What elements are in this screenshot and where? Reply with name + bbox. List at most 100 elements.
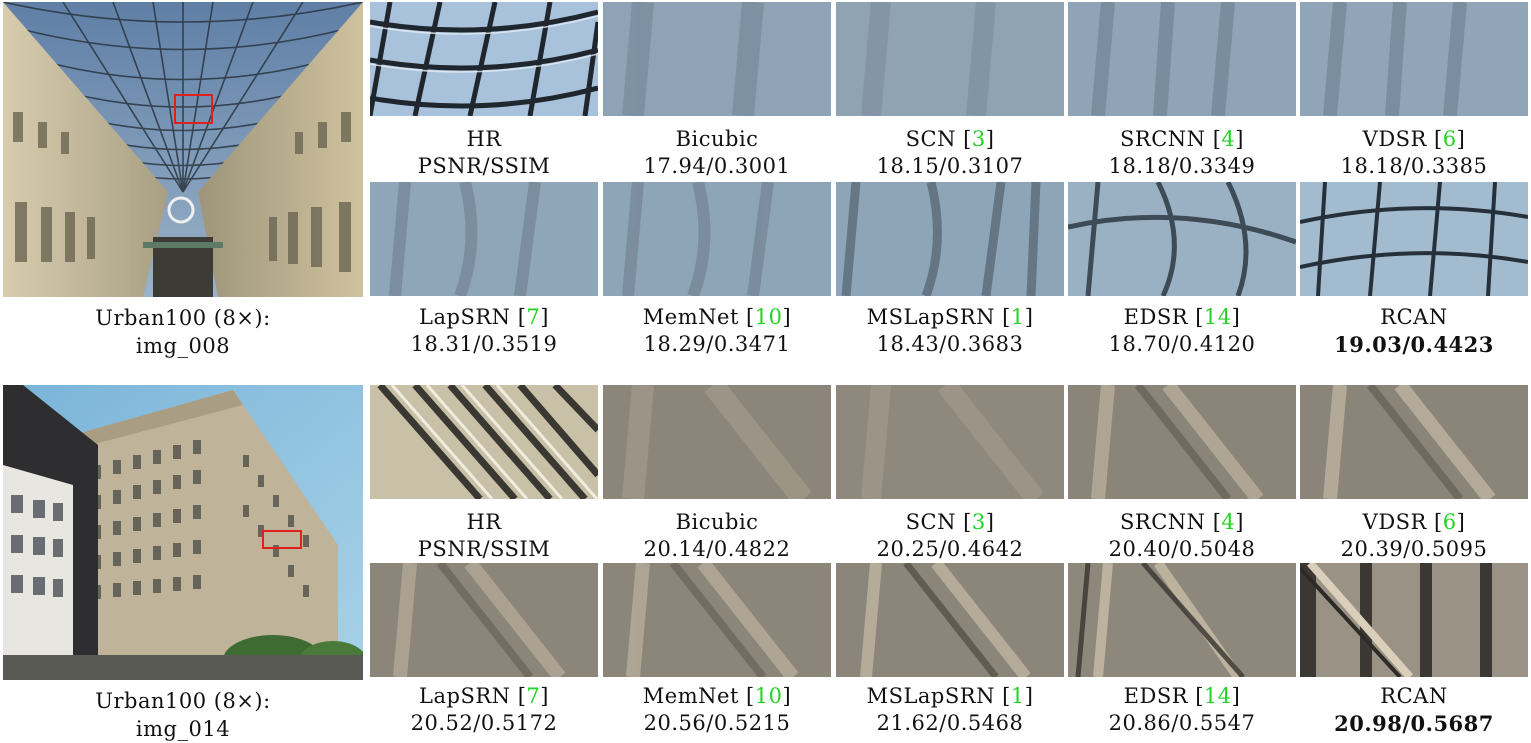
crop-region-box <box>174 94 213 124</box>
metric-value: 20.39/0.5095 <box>1340 537 1488 561</box>
method-caption: EDSR [14] 20.86/0.5547 <box>1068 683 1296 737</box>
method-caption: EDSR [14] 18.70/0.4120 <box>1068 304 1296 358</box>
citation-link[interactable]: 7 <box>526 305 541 329</box>
metric-value: 18.15/0.3107 <box>876 154 1024 178</box>
full-image-img008 <box>3 2 363 297</box>
citation-link[interactable]: 10 <box>754 684 783 708</box>
metric-value: 21.62/0.5468 <box>876 711 1024 735</box>
full-image-img014 <box>3 385 363 680</box>
patch-srcnn <box>1068 2 1296 116</box>
comparison-figure-img014: Urban100 (8×): img_014 <box>0 385 1531 741</box>
method-name: MemNet [ <box>642 305 755 329</box>
citation-link[interactable]: 10 <box>754 305 783 329</box>
patch-vdsr <box>1300 385 1528 499</box>
citation-link[interactable]: 1 <box>1010 305 1025 329</box>
patch-lapsrn <box>370 563 598 677</box>
citation-link[interactable]: 4 <box>1221 510 1236 534</box>
full-image-caption: Urban100 (8×): img_008 <box>3 304 363 360</box>
method-name: HR <box>466 127 502 151</box>
patch-bicubic <box>603 2 831 116</box>
dataset-label: Urban100 (8×): <box>95 306 271 330</box>
method-name: LapSRN [ <box>419 305 527 329</box>
method-caption: Bicubic 20.14/0.4822 <box>603 509 831 563</box>
method-caption: HR PSNR/SSIM <box>370 126 598 180</box>
metric-value: 20.56/0.5215 <box>643 711 791 735</box>
metric-value: 18.29/0.3471 <box>643 332 791 356</box>
patch-rcan <box>1300 182 1528 296</box>
method-name: RCAN <box>1380 305 1448 329</box>
method-caption: SCN [3] 20.25/0.4642 <box>836 509 1064 563</box>
method-name: LapSRN [ <box>419 684 527 708</box>
citation-link[interactable]: 3 <box>971 510 986 534</box>
method-caption: MemNet [10] 20.56/0.5215 <box>603 683 831 737</box>
metric-value: 18.43/0.3683 <box>876 332 1024 356</box>
metric-value: 20.14/0.4822 <box>643 537 791 561</box>
patch-memnet <box>603 182 831 296</box>
comparison-figure-img008: Urban100 (8×): img_008 <box>0 2 1531 358</box>
metric-value: 17.94/0.3001 <box>643 154 791 178</box>
citation-link[interactable]: 6 <box>1442 510 1457 534</box>
patch-hr <box>370 2 598 116</box>
image-label: img_014 <box>135 717 231 741</box>
method-name: VDSR [ <box>1362 510 1443 534</box>
image-label: img_008 <box>135 334 231 358</box>
method-caption: VDSR [6] 18.18/0.3385 <box>1300 126 1528 180</box>
method-name: SRCNN [ <box>1120 127 1222 151</box>
metric-value: PSNR/SSIM <box>417 537 551 561</box>
patch-lapsrn <box>370 182 598 296</box>
patch-hr <box>370 385 598 499</box>
method-name: EDSR [ <box>1123 684 1204 708</box>
patch-edsr <box>1068 563 1296 677</box>
method-caption: RCAN 20.98/0.5687 <box>1300 683 1528 737</box>
method-name: MSLapSRN [ <box>866 305 1011 329</box>
method-name: Bicubic <box>675 127 759 151</box>
method-caption: LapSRN [7] 18.31/0.3519 <box>370 304 598 358</box>
patch-edsr <box>1068 182 1296 296</box>
method-caption: RCAN 19.03/0.4423 <box>1300 304 1528 358</box>
method-caption: MSLapSRN [1] 18.43/0.3683 <box>836 304 1064 358</box>
citation-link[interactable]: 4 <box>1221 127 1236 151</box>
method-name: RCAN <box>1380 684 1448 708</box>
method-name: SCN [ <box>905 510 972 534</box>
method-name: HR <box>466 510 502 534</box>
method-name: EDSR [ <box>1123 305 1204 329</box>
crop-region-box <box>262 530 302 549</box>
citation-link[interactable]: 14 <box>1203 305 1232 329</box>
patch-scn <box>836 2 1064 116</box>
method-name: Bicubic <box>675 510 759 534</box>
method-name: SCN [ <box>905 127 972 151</box>
citation-link[interactable]: 3 <box>971 127 986 151</box>
citation-link[interactable]: 1 <box>1010 684 1025 708</box>
citation-link[interactable]: 7 <box>526 684 541 708</box>
patch-scn <box>836 385 1064 499</box>
patch-vdsr <box>1300 2 1528 116</box>
metric-value: 20.86/0.5547 <box>1108 711 1256 735</box>
metric-value: 18.18/0.3385 <box>1340 154 1488 178</box>
method-caption: Bicubic 17.94/0.3001 <box>603 126 831 180</box>
method-name: VDSR [ <box>1362 127 1443 151</box>
method-caption: HR PSNR/SSIM <box>370 509 598 563</box>
patch-rcan <box>1300 563 1528 677</box>
citation-link[interactable]: 14 <box>1203 684 1232 708</box>
method-name: MemNet [ <box>642 684 755 708</box>
metric-value: 18.31/0.3519 <box>410 332 558 356</box>
method-caption: MemNet [10] 18.29/0.3471 <box>603 304 831 358</box>
patch-srcnn <box>1068 385 1296 499</box>
patch-memnet <box>603 563 831 677</box>
method-caption: VDSR [6] 20.39/0.5095 <box>1300 509 1528 563</box>
method-name: MSLapSRN [ <box>866 684 1011 708</box>
method-name: SRCNN [ <box>1120 510 1222 534</box>
patch-mslapsrn <box>836 182 1064 296</box>
dataset-label: Urban100 (8×): <box>95 689 271 713</box>
patch-mslapsrn <box>836 563 1064 677</box>
metric-value: 18.18/0.3349 <box>1108 154 1256 178</box>
full-image-caption: Urban100 (8×): img_014 <box>3 687 363 743</box>
patch-bicubic <box>603 385 831 499</box>
best-metric-value: 20.98/0.5687 <box>1334 711 1494 736</box>
method-caption: SCN [3] 18.15/0.3107 <box>836 126 1064 180</box>
metric-value: 18.70/0.4120 <box>1108 332 1256 356</box>
citation-link[interactable]: 6 <box>1442 127 1457 151</box>
method-caption: SRCNN [4] 18.18/0.3349 <box>1068 126 1296 180</box>
metric-value: 20.25/0.4642 <box>876 537 1024 561</box>
metric-value: 20.40/0.5048 <box>1108 537 1256 561</box>
